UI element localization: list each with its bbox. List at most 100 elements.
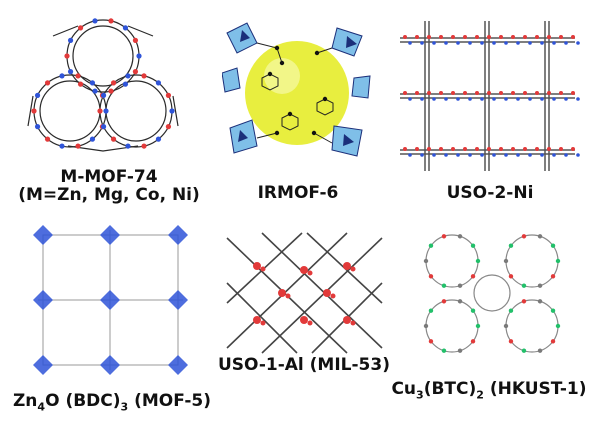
atom	[330, 293, 336, 299]
atom	[475, 258, 481, 264]
atom	[535, 35, 539, 39]
atom	[537, 234, 543, 239]
atom	[274, 45, 280, 51]
mof5-suffix: (MOF-5)	[128, 391, 212, 411]
atom	[92, 18, 98, 24]
atom	[564, 153, 568, 157]
atom	[110, 80, 117, 86]
atom	[463, 35, 467, 39]
atom	[475, 35, 479, 39]
atom	[169, 108, 175, 114]
atom	[475, 91, 479, 95]
atom	[547, 91, 551, 95]
atom	[44, 136, 51, 142]
zn4o-polyhedron	[168, 225, 188, 245]
atom	[508, 339, 514, 344]
hkust1-structure-image	[412, 226, 577, 361]
hkust1-sub1: 3	[416, 388, 424, 402]
atom	[311, 130, 317, 136]
atom	[508, 243, 514, 248]
atom	[537, 348, 543, 353]
atom	[136, 53, 142, 59]
atom	[492, 153, 496, 157]
atom	[420, 153, 424, 157]
atom	[523, 147, 527, 151]
atom	[444, 153, 448, 157]
zn4o-polyhedron	[168, 290, 188, 310]
atom	[499, 35, 503, 39]
atom	[165, 92, 172, 98]
atom	[92, 88, 98, 94]
atom	[77, 25, 84, 31]
atom	[64, 53, 70, 59]
atom	[441, 234, 447, 239]
al-node	[343, 316, 351, 324]
uso2ni-label: USO-2-Ni	[446, 183, 534, 203]
atom	[552, 153, 556, 157]
atom	[470, 339, 476, 344]
atom	[423, 258, 429, 264]
atom	[521, 348, 527, 353]
al-node	[253, 262, 261, 270]
atom	[521, 299, 527, 304]
atom	[487, 35, 491, 39]
atom	[439, 35, 443, 39]
atom	[59, 143, 65, 149]
atom	[403, 91, 407, 95]
atom	[415, 147, 419, 151]
atom	[550, 243, 556, 248]
atom	[492, 41, 496, 45]
atom	[132, 69, 139, 75]
atom	[408, 41, 412, 45]
atom	[550, 339, 556, 344]
atom	[75, 73, 81, 79]
mof74-name: M-MOF-74	[60, 167, 158, 187]
zn4o-polyhedron	[33, 355, 53, 375]
atom	[444, 41, 448, 45]
zn4o-polyhedron	[33, 290, 53, 310]
atom	[420, 97, 424, 101]
atom	[521, 234, 527, 239]
atom	[155, 80, 162, 86]
atom	[516, 153, 520, 157]
atom	[463, 91, 467, 95]
atom	[427, 91, 431, 95]
atom	[457, 348, 463, 353]
atom	[523, 91, 527, 95]
atom	[537, 283, 543, 288]
atom	[423, 323, 429, 329]
atom	[576, 97, 580, 101]
atom	[108, 18, 114, 24]
atom	[550, 308, 556, 313]
atom	[508, 308, 514, 313]
atom	[108, 88, 114, 94]
atom	[441, 348, 447, 353]
atom	[504, 97, 508, 101]
atom	[420, 41, 424, 45]
atom	[504, 41, 508, 45]
atom	[540, 153, 544, 157]
atom	[307, 320, 313, 326]
mil53-label: USO-1-Al (MIL-53)	[218, 355, 390, 375]
atom	[537, 299, 543, 304]
atom	[34, 92, 41, 98]
atom	[492, 97, 496, 101]
atom	[122, 81, 129, 87]
atom	[439, 91, 443, 95]
atom	[350, 266, 356, 272]
atom	[100, 92, 107, 98]
atom	[576, 41, 580, 45]
atom	[260, 320, 266, 326]
atom	[516, 97, 520, 101]
mof74-label: M-MOF-74 (M=Zn, Mg, Co, Ni)	[14, 168, 204, 204]
mof5-mid: O (BDC)	[45, 391, 121, 411]
atom	[141, 73, 147, 79]
atom	[540, 97, 544, 101]
atom	[475, 147, 479, 151]
atom	[89, 136, 96, 142]
atom	[428, 274, 434, 279]
atom	[408, 97, 412, 101]
atom	[155, 136, 162, 142]
mof5-prefix: Zn	[12, 391, 38, 411]
atom	[555, 323, 561, 329]
